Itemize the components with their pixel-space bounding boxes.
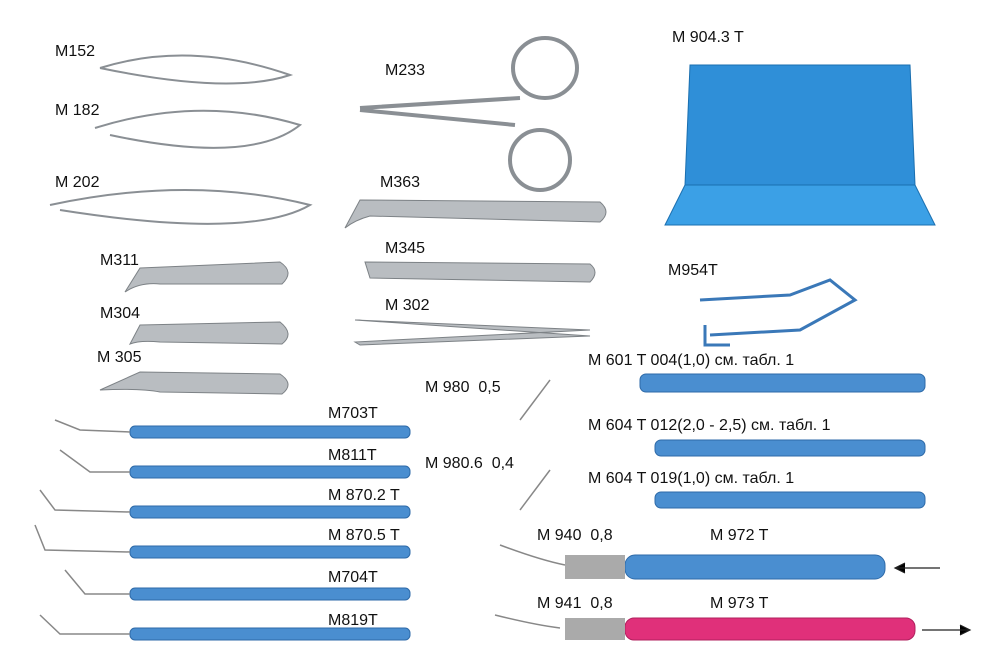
product-code: M 302 — [385, 297, 430, 314]
forceps — [99, 199, 607, 395]
pink-handle — [624, 617, 916, 641]
sterilization-box — [664, 64, 936, 226]
product-code: M 941 0,8 — [537, 595, 613, 612]
product-code: M345 — [385, 240, 426, 257]
product-code: M 972 T — [710, 527, 769, 544]
product-code: M 904.3 T — [672, 29, 744, 46]
product-code: M 870.2 T — [328, 487, 400, 504]
product-code: M 973 T — [710, 595, 769, 612]
product-code: M 601 T 004(1,0) см. табл. 1 — [588, 352, 795, 369]
product-code: M 940 0,8 — [537, 527, 613, 544]
tips — [34, 379, 566, 635]
product-code: M703T — [328, 405, 378, 422]
product-code: M 980 0,5 — [425, 379, 501, 396]
product-code: M704T — [328, 569, 378, 586]
arrows — [893, 562, 972, 636]
product-code: M954T — [668, 262, 718, 279]
product-code: M811T — [328, 447, 377, 464]
product-code: M 202 — [55, 174, 100, 191]
product-code: M 604 T 019(1,0) см. табл. 1 — [588, 470, 795, 487]
product-code: M819T — [328, 612, 378, 629]
product-code: M 182 — [55, 102, 100, 119]
product-code: M 604 T 012(2,0 - 2,5) см. табл. 1 — [588, 417, 831, 434]
product-code: M 305 — [97, 349, 142, 366]
product-code: M311 — [100, 252, 139, 269]
hub — [565, 618, 625, 640]
blue-handles — [129, 373, 926, 641]
product-code: M152 — [55, 43, 96, 60]
product-code: M304 — [100, 305, 141, 322]
scissors — [49, 54, 313, 225]
hub — [565, 555, 625, 579]
product-code: M363 — [380, 174, 421, 191]
product-code: M 870.5 T — [328, 527, 400, 544]
product-code: M 980.6 0,4 — [425, 455, 514, 472]
product-code: M233 — [385, 62, 426, 79]
speculum — [699, 278, 858, 347]
needle-holder — [359, 36, 579, 192]
